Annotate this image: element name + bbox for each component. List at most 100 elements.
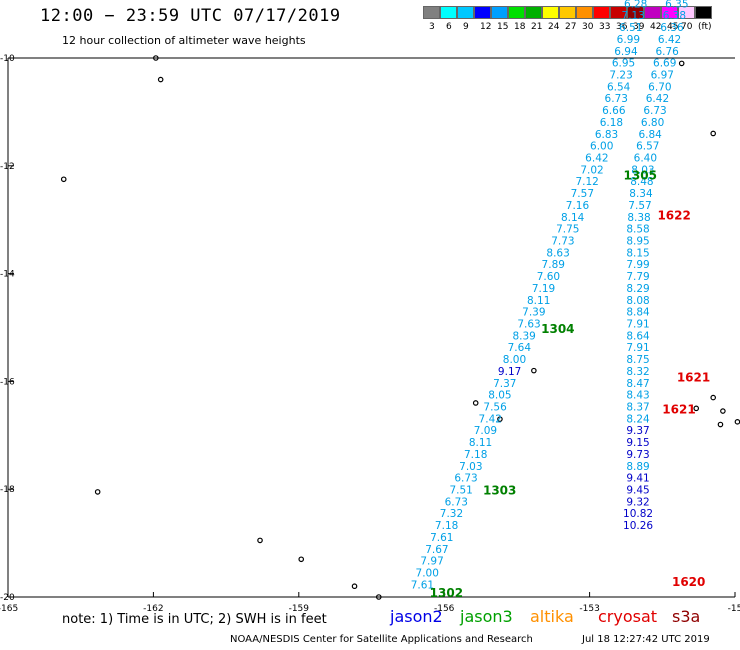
wave-height-value: 8.43 — [626, 390, 649, 402]
wave-height-value: 6.73 — [454, 473, 477, 485]
wave-height-value: 6.70 — [648, 81, 671, 93]
page-title: 12:00 − 23:59 UTC 07/17/2019 — [40, 6, 341, 26]
wave-height-value: 7.56 — [483, 402, 507, 414]
lat-tick-label: -18 — [0, 485, 15, 495]
legend-label: 42 — [650, 22, 662, 32]
time-labels: 1305 1622 1304 1621 1621 1303 1620 1302 — [430, 168, 711, 600]
wave-height-value: 7.42 — [479, 413, 502, 425]
wave-height-value: 8.37 — [626, 402, 649, 414]
wave-height-value: 7.64 — [508, 342, 532, 354]
wave-height-value: 7.13 — [622, 10, 645, 22]
wave-height-value: 9.45 — [626, 485, 649, 497]
wave-height-value: 6.99 — [617, 34, 640, 46]
legend-label: 36 — [616, 22, 628, 32]
legend-label: 45 — [667, 22, 679, 32]
pass-time-label: 1620 — [672, 575, 705, 589]
wave-height-value: 7.02 — [580, 164, 603, 176]
lon-tick-label: -165 — [0, 604, 18, 614]
legend-swatch — [440, 6, 457, 19]
wave-height-value: 8.89 — [626, 461, 649, 473]
wave-height-value: 10.26 — [623, 520, 653, 532]
wave-height-value: 9.32 — [626, 496, 649, 508]
legend-swatch — [423, 6, 440, 19]
wave-height-value: 6.73 — [643, 105, 666, 117]
island-outline — [257, 537, 263, 544]
island-outline — [472, 400, 479, 406]
wave-height-value: 7.16 — [566, 200, 590, 212]
legend-swatch — [678, 6, 695, 19]
color-legend-labels: 3 6 9 12 15 18 21 24 27 30 33 36 39 42 45 70 (ft) — [423, 22, 740, 34]
lon-tick-label: -156 — [434, 604, 455, 614]
wave-height-value: 8.84 — [626, 307, 650, 319]
islands — [60, 55, 740, 600]
wave-height-value: 7.63 — [517, 319, 540, 331]
wave-height-value: 9.73 — [626, 449, 649, 461]
wave-height-value: 6.95 — [612, 58, 635, 70]
page-subtitle: 12 hour collection of altimeter wave hei… — [62, 34, 306, 47]
island-outline — [497, 416, 503, 422]
wave-height-value: 7.57 — [628, 200, 651, 212]
pass-time-label: 1621 — [662, 403, 695, 417]
wave-height-value: 7.61 — [430, 532, 453, 544]
lat-tick-label: -12 — [0, 162, 15, 172]
wave-height-value: 7.18 — [435, 520, 458, 532]
mission-jason3: jason3 — [460, 607, 513, 626]
wave-height-value: 6.40 — [634, 152, 657, 164]
wave-height-value: 8.75 — [626, 354, 649, 366]
legend-swatch — [457, 6, 474, 19]
wave-height-value: 8.03 — [631, 164, 654, 176]
wave-height-value: 8.39 — [512, 330, 535, 342]
wave-height-value: 7.32 — [440, 508, 463, 520]
mission-cryosat: cryosat — [598, 607, 658, 626]
wave-height-value: 6.51 — [619, 22, 642, 34]
wave-height-value: 7.18 — [464, 449, 487, 461]
wave-height-value: 6.83 — [595, 129, 618, 141]
legend-swatch — [559, 6, 576, 19]
pass-time-label: 1305 — [624, 168, 657, 182]
wave-height-value: 9.37 — [626, 425, 649, 437]
island-outline — [678, 60, 685, 67]
timestamp: Jul 18 12:27:42 UTC 2019 — [582, 634, 710, 645]
wave-height-value: 8.38 — [627, 212, 650, 224]
legend-label: 70 — [681, 22, 693, 32]
wave-height-value: 7.60 — [537, 271, 560, 283]
wave-height-value: 6.73 — [445, 496, 468, 508]
mission-s3a: s3a — [672, 607, 701, 626]
island-outline — [717, 421, 724, 428]
island-outline — [710, 394, 716, 401]
wave-height-value: 6.36 — [660, 22, 684, 34]
wave-height-value: 8.58 — [626, 224, 649, 236]
wave-height-value: 6.94 — [614, 46, 638, 58]
island-outline — [720, 408, 726, 414]
wave-height-value: 7.91 — [626, 319, 649, 331]
legend-swatch — [474, 6, 491, 19]
legend-label: 21 — [531, 22, 543, 32]
island-outline — [710, 130, 716, 137]
lat-tick-label: -14 — [0, 270, 15, 280]
wave-height-value: 7.79 — [626, 271, 649, 283]
wave-height-value: 7.97 — [420, 556, 443, 568]
pass-time-label: 1302 — [430, 586, 463, 600]
island-outline — [351, 583, 358, 590]
lat-tick-label: -20 — [0, 593, 15, 603]
island-outline — [153, 55, 159, 61]
legend-label: 3 — [429, 22, 435, 32]
island-outline — [734, 419, 740, 425]
legend-swatch — [525, 6, 542, 19]
legend-label: 6 — [446, 22, 452, 32]
legend-label: (ft) — [698, 22, 712, 32]
wave-height-value: 7.75 — [556, 224, 579, 236]
lat-tick-label: -10 — [0, 54, 15, 64]
wave-height-value: 7.09 — [474, 425, 497, 437]
island-outline — [94, 489, 101, 495]
wave-height-value: 8.63 — [546, 247, 569, 259]
wave-tracks: 7.617.007.977.677.617.187.326.737.516.73… — [411, 0, 689, 591]
wave-height-value: 8.08 — [626, 295, 649, 307]
wave-height-value: 6.97 — [651, 69, 674, 81]
lon-tick-label: -153 — [579, 604, 599, 614]
wave-height-value: 8.47 — [626, 378, 649, 390]
legend-label: 39 — [633, 22, 645, 32]
legend-swatch — [695, 6, 712, 19]
map-axes: -165 -162 -159 -156 -153 -15 -10 -12 -14 -16 -18 -2… — [0, 54, 740, 614]
